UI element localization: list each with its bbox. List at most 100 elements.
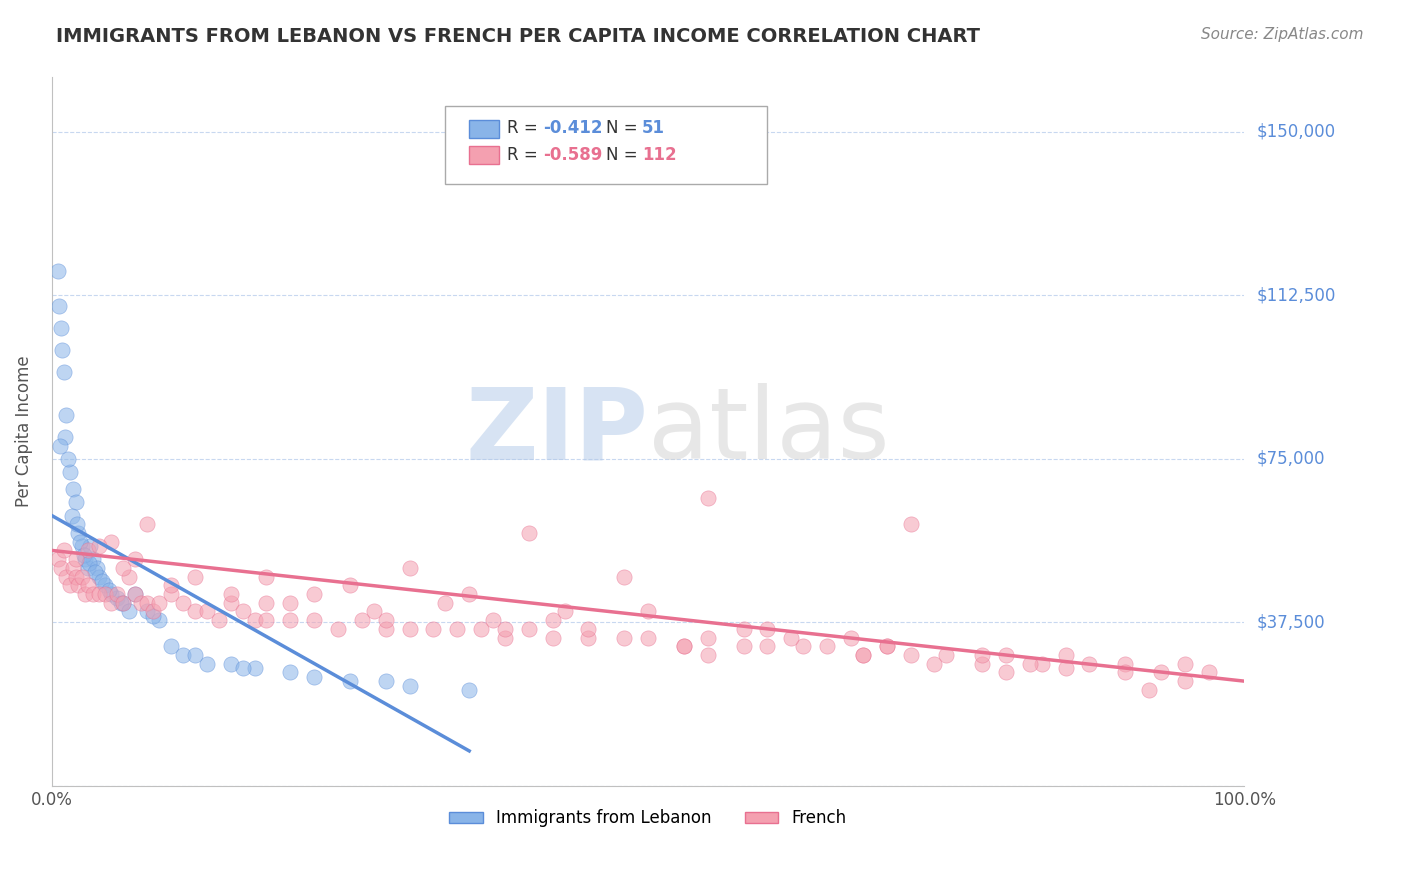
Point — [326, 622, 349, 636]
Point — [118, 604, 141, 618]
Text: -0.412: -0.412 — [543, 120, 603, 137]
Point — [112, 596, 135, 610]
Point — [970, 648, 993, 662]
Point — [696, 491, 718, 505]
Text: $37,500: $37,500 — [1257, 614, 1324, 632]
Point — [876, 640, 898, 654]
Point — [124, 587, 146, 601]
Point — [172, 596, 194, 610]
Point — [696, 648, 718, 662]
FancyBboxPatch shape — [446, 106, 768, 184]
Point — [105, 587, 128, 601]
Point — [470, 622, 492, 636]
Point — [79, 539, 101, 553]
Point — [82, 587, 104, 601]
Point — [1114, 665, 1136, 680]
Point — [1054, 648, 1077, 662]
Bar — [470, 146, 499, 164]
Point — [112, 561, 135, 575]
Point — [142, 608, 165, 623]
Point — [94, 587, 117, 601]
Point — [73, 548, 96, 562]
Point — [89, 539, 111, 553]
Point — [541, 613, 564, 627]
Point — [302, 670, 325, 684]
Point — [129, 596, 152, 610]
Point — [363, 604, 385, 618]
Point — [59, 578, 82, 592]
Point — [1174, 674, 1197, 689]
Point — [70, 539, 93, 553]
Point — [76, 561, 98, 575]
Point — [65, 495, 87, 509]
Point — [98, 582, 121, 597]
Text: $150,000: $150,000 — [1257, 123, 1336, 141]
Point — [1174, 657, 1197, 671]
Point — [89, 587, 111, 601]
Point — [339, 674, 361, 689]
Point — [374, 622, 396, 636]
Text: 51: 51 — [643, 120, 665, 137]
Point — [70, 569, 93, 583]
Point — [578, 631, 600, 645]
Point — [243, 613, 266, 627]
Point — [219, 587, 242, 601]
Point — [994, 648, 1017, 662]
Point — [815, 640, 838, 654]
Point — [52, 365, 75, 379]
Point — [148, 596, 170, 610]
Point — [51, 343, 73, 357]
Point — [256, 569, 278, 583]
Point — [517, 622, 540, 636]
Point — [637, 631, 659, 645]
Point — [195, 657, 218, 671]
Point — [243, 661, 266, 675]
Point — [256, 596, 278, 610]
Point — [852, 648, 875, 662]
Point — [136, 517, 159, 532]
Point — [554, 604, 576, 618]
Point — [900, 648, 922, 662]
Point — [124, 587, 146, 601]
Point — [136, 604, 159, 618]
Point — [339, 578, 361, 592]
Legend: Immigrants from Lebanon, French: Immigrants from Lebanon, French — [443, 803, 853, 834]
Point — [55, 569, 77, 583]
Point — [374, 613, 396, 627]
Point — [1150, 665, 1173, 680]
Point — [756, 640, 779, 654]
Point — [83, 565, 105, 579]
Point — [792, 640, 814, 654]
Point — [59, 465, 82, 479]
Point — [136, 596, 159, 610]
Point — [100, 587, 122, 601]
Point — [60, 508, 83, 523]
Point — [65, 552, 87, 566]
Point — [696, 631, 718, 645]
Point — [756, 622, 779, 636]
Point — [148, 613, 170, 627]
Point — [105, 591, 128, 606]
Text: N =: N = — [606, 120, 644, 137]
Point — [52, 543, 75, 558]
Point — [935, 648, 957, 662]
Point — [398, 561, 420, 575]
Point — [66, 517, 89, 532]
Point — [1054, 661, 1077, 675]
Text: R =: R = — [508, 146, 543, 164]
Text: N =: N = — [606, 146, 644, 164]
Point — [58, 451, 80, 466]
Point — [733, 622, 755, 636]
Point — [482, 613, 505, 627]
Point — [876, 640, 898, 654]
Point — [1031, 657, 1053, 671]
Point — [970, 657, 993, 671]
Point — [142, 604, 165, 618]
Point — [302, 587, 325, 601]
Point — [1114, 657, 1136, 671]
Point — [672, 640, 695, 654]
Point — [66, 578, 89, 592]
Point — [160, 578, 183, 592]
Point — [839, 631, 862, 645]
Text: 112: 112 — [643, 146, 676, 164]
